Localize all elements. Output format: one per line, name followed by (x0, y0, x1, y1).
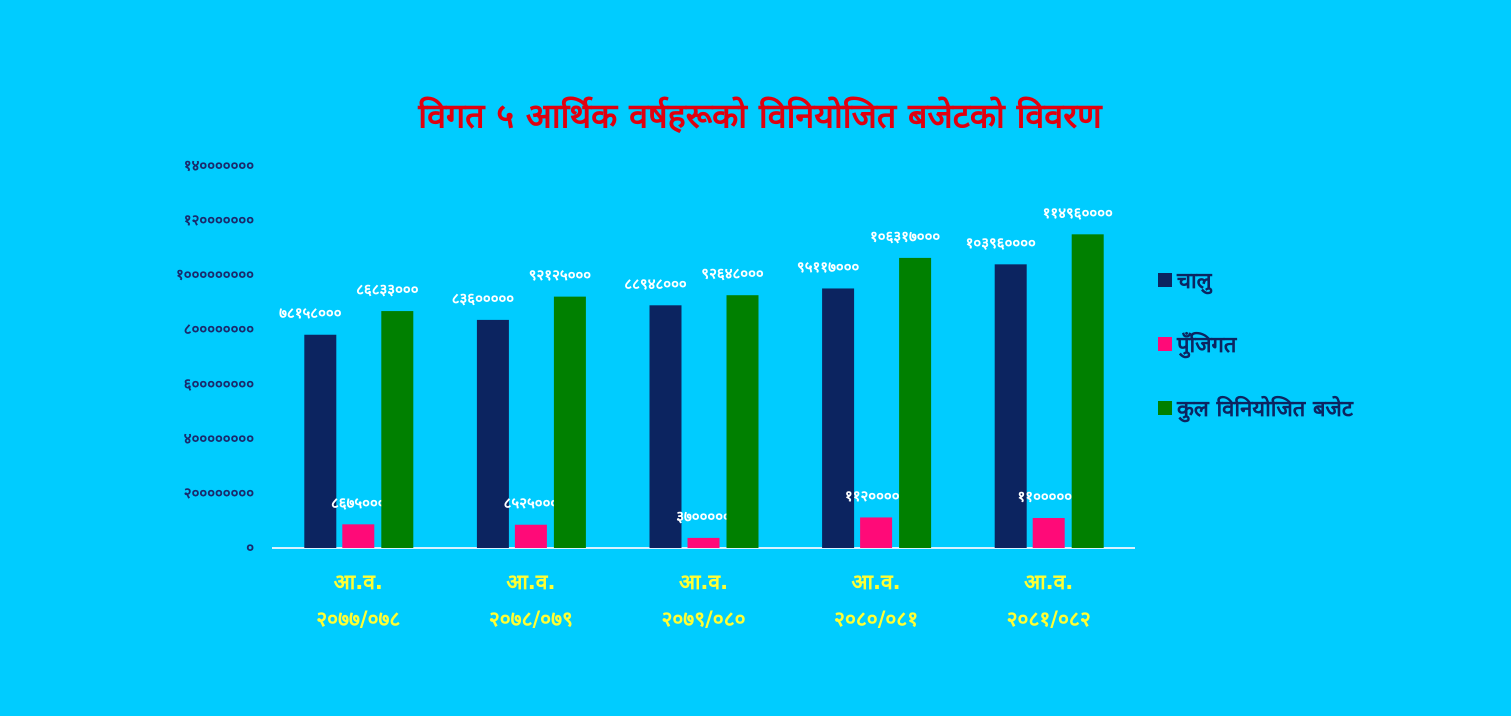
value-label: ३७००००० (676, 507, 731, 525)
bar (649, 305, 682, 548)
value-label: ८६७५००० (331, 494, 386, 512)
x-tick-label: २०७९/०८० (661, 607, 745, 631)
value-label: ८३६००००० (452, 289, 515, 307)
bar (1071, 234, 1104, 548)
value-label: ११४९६०००० (1043, 204, 1113, 222)
x-tick-label: आ.व. (1024, 570, 1073, 594)
value-label: १०६३१७००० (870, 227, 940, 245)
y-tick-label: १४००००००० (184, 157, 254, 175)
bar (514, 524, 547, 548)
value-label: ९२६४८००० (701, 265, 764, 283)
x-tick-label: आ.व. (334, 570, 383, 594)
chart-title: विगत ५ आर्थिक वर्षहरूको विनियोजित बजेटको… (417, 96, 1103, 137)
bar (1032, 517, 1065, 548)
bar (342, 524, 375, 548)
x-tick-label: आ.व. (506, 570, 555, 594)
bar (687, 537, 720, 548)
x-tick-label: २०८१/०८२ (1007, 607, 1091, 631)
value-label: १०३९६०००० (966, 234, 1036, 252)
x-tick-label: २०७८/०७९ (489, 607, 573, 631)
legend-swatch (1158, 337, 1172, 351)
value-label: ८८९४८००० (624, 275, 687, 293)
y-tick-label: ४०००००००० (184, 429, 254, 447)
bar (304, 334, 337, 548)
y-tick-label: ८०००००००० (184, 320, 254, 338)
value-label: ८५२५००० (504, 494, 559, 512)
bar (381, 311, 414, 548)
legend-label: चालु (1176, 269, 1213, 295)
x-tick-label: आ.व. (679, 570, 728, 594)
y-tick-label: ६०००००००० (184, 375, 254, 393)
legend-swatch (1158, 273, 1172, 287)
bar (553, 296, 586, 548)
legend-label: पुँजिगत (1176, 331, 1238, 359)
legend-swatch (1158, 401, 1172, 415)
value-label: ९२१२५००० (529, 266, 592, 284)
value-label: ८६८३३००० (356, 281, 419, 299)
bar (860, 517, 893, 548)
x-tick-label: २०८०/०८१ (834, 607, 918, 631)
y-tick-label: ० (246, 539, 254, 557)
value-label: ७८१५८००० (279, 304, 342, 322)
bar (476, 319, 509, 548)
value-label: ९५११७००० (797, 258, 860, 276)
legend-label: कुल विनियोजित बजेट (1176, 395, 1354, 423)
x-tick-label: आ.व. (852, 570, 901, 594)
bar (994, 264, 1027, 548)
x-tick-label: २०७७/०७८ (316, 607, 400, 631)
y-tick-label: २०००००००० (184, 484, 254, 502)
y-tick-label: १२००००००० (184, 211, 254, 229)
bar (899, 257, 932, 548)
bar (726, 295, 759, 548)
bar (822, 288, 855, 548)
value-label: ११२००००० (845, 487, 908, 505)
value-label: ११०००००० (1017, 487, 1080, 505)
y-tick-label: १००००००००० (176, 266, 254, 284)
